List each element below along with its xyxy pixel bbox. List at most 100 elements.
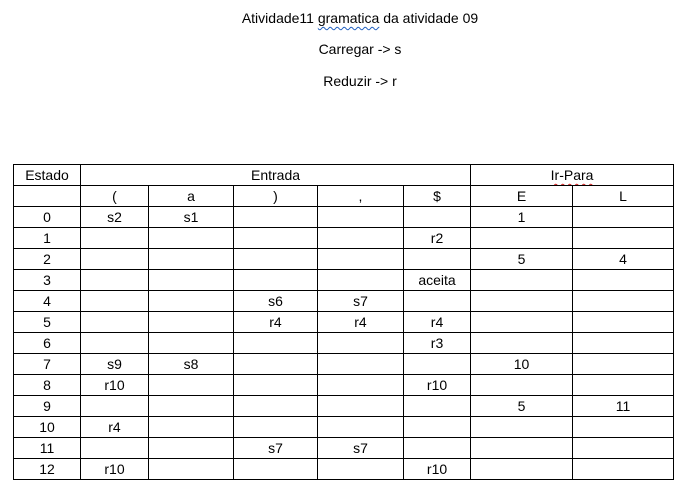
- document-title: Atividade11 gramatica da atividade 09: [0, 9, 685, 27]
- state-cell: 9: [13, 395, 81, 417]
- table-row: 0 s2 s1 1: [13, 206, 675, 228]
- table-row: 6 r3: [13, 332, 675, 354]
- action-cell: [572, 374, 675, 396]
- action-cell: r4: [233, 311, 318, 333]
- action-cell: [233, 248, 318, 270]
- title-misspelled-word: gramatica: [317, 10, 380, 26]
- state-cell: 8: [13, 374, 81, 396]
- action-cell: s8: [148, 353, 234, 375]
- table-row: 7 s9 s8 10: [13, 353, 675, 375]
- state-cell: 5: [13, 311, 81, 333]
- action-cell: [470, 332, 574, 354]
- irpara-header-text: Ir-Para: [550, 167, 594, 183]
- table-row: 3 aceita: [13, 269, 675, 291]
- action-cell: [233, 227, 318, 249]
- action-cell: [317, 353, 404, 375]
- table-symbol-header-row: ( a ) , $ E L: [13, 185, 675, 207]
- action-cell: [317, 332, 404, 354]
- action-cell: [148, 458, 234, 480]
- action-cell: r10: [402, 374, 472, 396]
- table-row: 9 5 11: [13, 395, 675, 417]
- action-cell: s2: [80, 206, 149, 228]
- action-cell: [470, 416, 574, 438]
- action-cell: [148, 437, 234, 459]
- action-cell: [402, 290, 472, 312]
- action-cell: [233, 332, 318, 354]
- action-cell: 1: [470, 206, 574, 228]
- symbol-header: L: [572, 185, 675, 207]
- table-row: 11 s7 s7: [13, 437, 675, 459]
- action-cell: [148, 416, 234, 438]
- action-cell: [148, 269, 234, 291]
- state-cell: 7: [13, 353, 81, 375]
- table-group-header-row: Estado Entrada Ir-Para: [13, 164, 675, 186]
- action-cell: s1: [148, 206, 234, 228]
- action-cell: [402, 395, 472, 417]
- action-cell: [148, 374, 234, 396]
- action-cell: [317, 395, 404, 417]
- action-cell: [233, 206, 318, 228]
- symbol-header: E: [470, 185, 574, 207]
- table-row: 5 r4 r4 r4: [13, 311, 675, 333]
- action-cell: [572, 269, 675, 291]
- action-cell: [572, 458, 675, 480]
- action-cell: [470, 374, 574, 396]
- action-cell: [80, 227, 149, 249]
- action-cell: [470, 227, 574, 249]
- entrada-header: Entrada: [79, 164, 472, 186]
- action-cell: [317, 269, 404, 291]
- table-row: 8 r10 r10: [13, 374, 675, 396]
- action-cell: [572, 227, 675, 249]
- action-cell: [572, 353, 675, 375]
- action-cell: [572, 437, 675, 459]
- title-prefix: Atividade11: [241, 10, 318, 26]
- action-cell: [148, 332, 234, 354]
- action-cell: [317, 248, 404, 270]
- action-cell: [317, 374, 404, 396]
- action-cell: [148, 248, 234, 270]
- action-cell: [148, 227, 234, 249]
- action-cell: 5: [470, 248, 574, 270]
- estado-header: Estado: [13, 164, 81, 186]
- action-cell: [80, 311, 149, 333]
- action-cell: [233, 395, 318, 417]
- action-cell: 5: [470, 395, 574, 417]
- action-cell: [233, 374, 318, 396]
- state-cell: 4: [13, 290, 81, 312]
- state-cell: 3: [13, 269, 81, 291]
- action-cell: [572, 332, 675, 354]
- action-cell: [233, 458, 318, 480]
- action-cell: [402, 248, 472, 270]
- parsing-table: Estado Entrada Ir-Para ( a ) , $ E L 0 s2…: [13, 164, 675, 480]
- table-row: 4 s6 s7: [13, 290, 675, 312]
- action-cell: s7: [317, 290, 404, 312]
- action-cell: [148, 290, 234, 312]
- state-cell: 11: [13, 437, 81, 459]
- action-cell: s9: [80, 353, 149, 375]
- action-cell: [80, 332, 149, 354]
- action-cell: [470, 311, 574, 333]
- symbol-header: (: [80, 185, 149, 207]
- state-cell: 6: [13, 332, 81, 354]
- action-cell: r4: [402, 311, 472, 333]
- action-cell: [148, 395, 234, 417]
- action-cell: r10: [80, 374, 149, 396]
- action-cell: [470, 290, 574, 312]
- action-cell: [402, 353, 472, 375]
- action-cell: [80, 248, 149, 270]
- action-cell: [148, 311, 234, 333]
- action-cell: s6: [233, 290, 318, 312]
- action-cell: r3: [402, 332, 472, 354]
- symbol-header: $: [402, 185, 472, 207]
- symbol-header: a: [148, 185, 234, 207]
- state-cell: 0: [13, 206, 81, 228]
- symbol-header: ,: [317, 185, 404, 207]
- action-cell: [572, 416, 675, 438]
- action-cell: [402, 416, 472, 438]
- action-cell: r2: [402, 227, 472, 249]
- action-cell: [470, 269, 574, 291]
- action-cell: 4: [572, 248, 675, 270]
- action-cell: [80, 269, 149, 291]
- action-cell: [470, 437, 574, 459]
